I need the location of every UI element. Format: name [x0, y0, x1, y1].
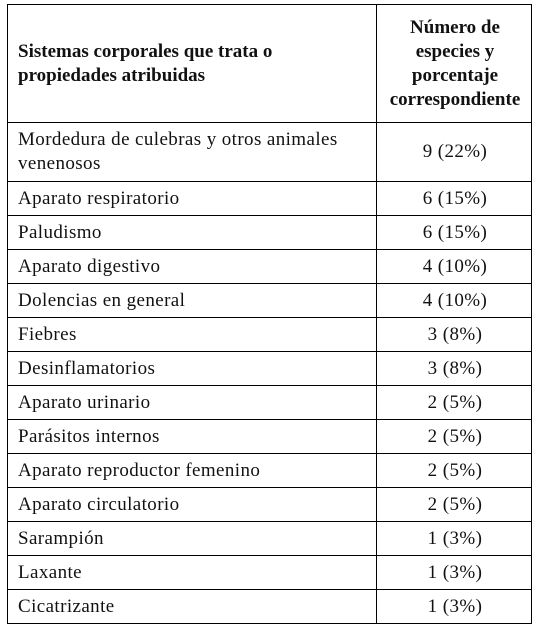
count-cell: 9 (22%) [376, 122, 532, 182]
header-row: Sistemas corporales que trata o propieda… [7, 4, 532, 123]
count-cell: 1 (3%) [376, 589, 532, 624]
table-row: Aparato reproductor femenino 2 (5%) [7, 453, 532, 488]
data-table: Sistemas corporales que trata o propieda… [7, 4, 532, 624]
count-cell: 1 (3%) [376, 555, 532, 590]
system-cell: Aparato reproductor femenino [7, 453, 377, 488]
count-cell: 2 (5%) [376, 487, 532, 522]
count-cell: 2 (5%) [376, 453, 532, 488]
header-cell: Número de especies y porcentaje correspo… [376, 4, 532, 123]
count-cell: 4 (10%) [376, 283, 532, 318]
system-cell: Sarampión [7, 521, 377, 556]
system-cell: Aparato respiratorio [7, 181, 377, 216]
count-cell: 3 (8%) [376, 351, 532, 386]
table-row: Sarampión 1 (3%) [7, 521, 532, 556]
system-cell: Paludismo [7, 215, 377, 250]
count-cell: 6 (15%) [376, 181, 532, 216]
system-cell: Fiebres [7, 317, 377, 352]
system-cell: Aparato digestivo [7, 249, 377, 284]
header-cell: Sistemas corporales que trata o propieda… [7, 4, 377, 123]
table-row: Mordedura de culebras y otros animales v… [7, 122, 532, 182]
table-row: Parásitos internos 2 (5%) [7, 419, 532, 454]
table-row: Paludismo 6 (15%) [7, 215, 532, 250]
table-row: Fiebres 3 (8%) [7, 317, 532, 352]
count-cell: 2 (5%) [376, 419, 532, 454]
system-cell: Mordedura de culebras y otros animales v… [7, 122, 377, 182]
system-cell: Cicatrizante [7, 589, 377, 624]
system-cell: Parásitos internos [7, 419, 377, 454]
system-cell: Desinflamatorios [7, 351, 377, 386]
table-row: Desinflamatorios 3 (8%) [7, 351, 532, 386]
table-body: Mordedura de culebras y otros animales v… [7, 122, 532, 624]
count-cell: 1 (3%) [376, 521, 532, 556]
count-cell: 6 (15%) [376, 215, 532, 250]
table-row: Aparato circulatorio 2 (5%) [7, 487, 532, 522]
count-cell: 2 (5%) [376, 385, 532, 420]
table-row: Cicatrizante 1 (3%) [7, 589, 532, 624]
system-cell: Laxante [7, 555, 377, 590]
table-row: Dolencias en general 4 (10%) [7, 283, 532, 318]
table-row: Aparato respiratorio 6 (15%) [7, 181, 532, 216]
table-row: Aparato urinario 2 (5%) [7, 385, 532, 420]
table-row: Laxante 1 (3%) [7, 555, 532, 590]
table-row: Aparato digestivo 4 (10%) [7, 249, 532, 284]
count-cell: 3 (8%) [376, 317, 532, 352]
system-cell: Aparato circulatorio [7, 487, 377, 522]
table-head: Sistemas corporales que trata o propieda… [7, 4, 532, 123]
count-cell: 4 (10%) [376, 249, 532, 284]
system-cell: Dolencias en general [7, 283, 377, 318]
system-cell: Aparato urinario [7, 385, 377, 420]
